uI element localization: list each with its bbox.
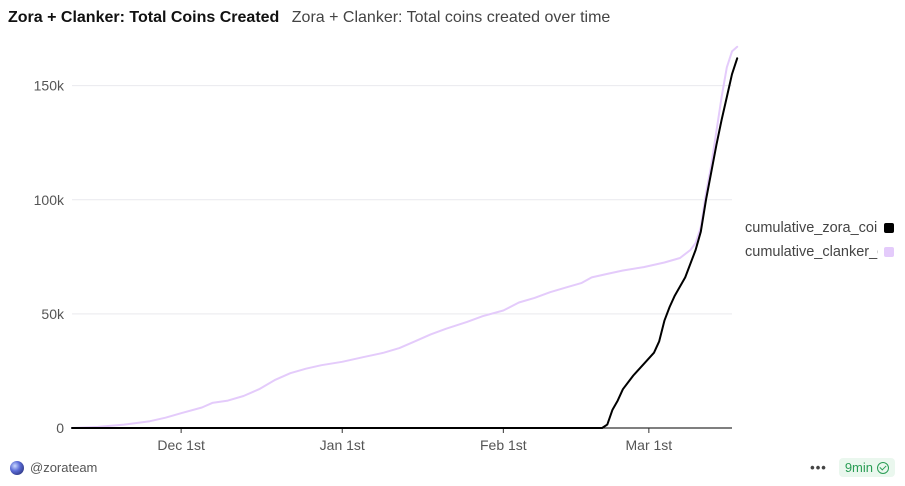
y-tick-label: 0 xyxy=(56,420,64,436)
chart-title: Zora + Clanker: Total Coins Created xyxy=(8,9,280,26)
author-link[interactable]: @zorateam xyxy=(10,460,97,475)
legend-item-clanker[interactable]: cumulative_clanker_coins xyxy=(745,240,894,264)
legend-label-clanker: cumulative_clanker_coins xyxy=(745,244,878,260)
series-line-zora xyxy=(71,57,739,429)
more-options-button[interactable]: ••• xyxy=(810,460,827,475)
legend-item-zora[interactable]: cumulative_zora_coins xyxy=(745,216,894,240)
refresh-status-badge[interactable]: 9min xyxy=(838,458,895,477)
footer-actions: ••• 9min xyxy=(810,458,895,477)
x-tick-label: Feb 1st xyxy=(480,437,527,453)
x-tick-label: Dec 1st xyxy=(157,437,205,453)
avatar xyxy=(10,460,24,475)
legend-swatch-clanker xyxy=(884,247,894,257)
y-tick-label: 50k xyxy=(41,306,65,322)
legend-swatch-zora xyxy=(884,223,894,233)
y-tick-label: 150k xyxy=(34,78,65,94)
legend-label-zora: cumulative_zora_coins xyxy=(745,220,878,236)
check-circle-icon xyxy=(877,461,889,474)
author-handle: @zorateam xyxy=(30,460,98,475)
chart-legend: cumulative_zora_coins cumulative_clanker… xyxy=(745,216,894,264)
chart-subtitle: Zora + Clanker: Total coins created over… xyxy=(291,9,611,26)
x-tick-label: Jan 1st xyxy=(320,437,365,453)
x-tick-label: Mar 1st xyxy=(626,437,673,453)
series-line-clanker xyxy=(71,45,739,429)
chart-header: Zora + Clanker: Total Coins Created Zora… xyxy=(8,9,610,27)
y-tick-label: 100k xyxy=(34,192,65,208)
refresh-time: 9min xyxy=(844,460,873,475)
